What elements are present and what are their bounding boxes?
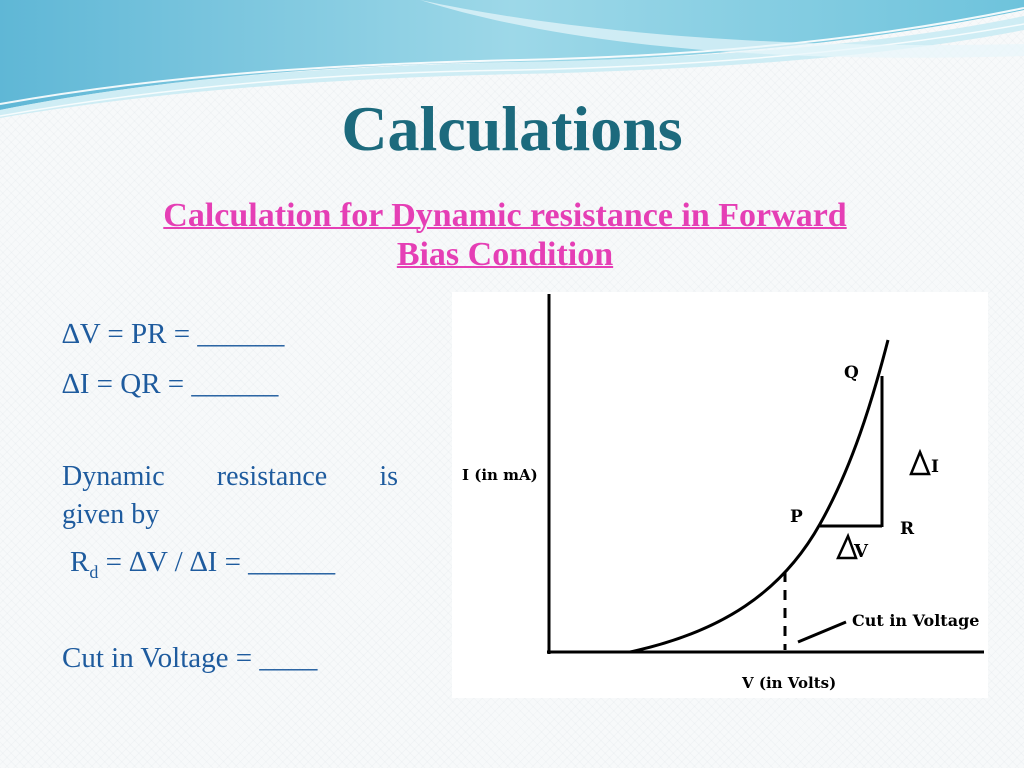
is-word: is [379,461,398,492]
subtitle-line-2: Bias Condition [396,236,614,273]
delta-v-label: V [853,541,869,562]
dynamic-word: Dynamic [62,461,165,492]
delta-i-equation: ∆I = QR = ______ [62,368,279,400]
slide-subtitle: Calculation for Dynamic resistance in Fo… [90,196,920,274]
y-axis-label: I (in mA) [462,466,538,484]
diode-curve [629,339,890,654]
point-p-label: P [790,507,803,527]
delta-v-equation: ∆V = PR = ______ [62,318,285,350]
slide-title: Calculations [341,93,683,164]
delta-i-label: I [931,457,939,477]
rd-subscript: d [89,561,99,582]
cut-in-pointer [797,620,847,644]
cut-in-voltage-label: Cut in Voltage [852,611,979,630]
rd-equation: Rd = ∆V / ∆I = ______ [70,546,335,583]
resistance-word: resistance [216,461,328,492]
cut-in-voltage-equation: Cut in Voltage = ____ [62,642,318,674]
x-axis-label: V (in Volts) [741,674,836,692]
point-q-label: Q [844,363,859,383]
given-by-text: given by [62,499,160,530]
delta-v-triangle-icon [836,532,858,560]
subtitle-line-1: Calculation for Dynamic resistance in Fo… [163,197,847,234]
header-wave-banner [0,0,1024,118]
rd-symbol: R [70,546,90,578]
point-r-label: R [900,519,915,539]
delta-i-triangle-icon [909,448,931,476]
vi-characteristic-diagram: Q P R I V I (in mA) V (in Volts) Cut in … [452,292,988,698]
rd-formula: = ∆V / ∆I = ______ [98,546,336,578]
dynamic-resistance-text: Dynamic resistance is given by [62,458,398,534]
